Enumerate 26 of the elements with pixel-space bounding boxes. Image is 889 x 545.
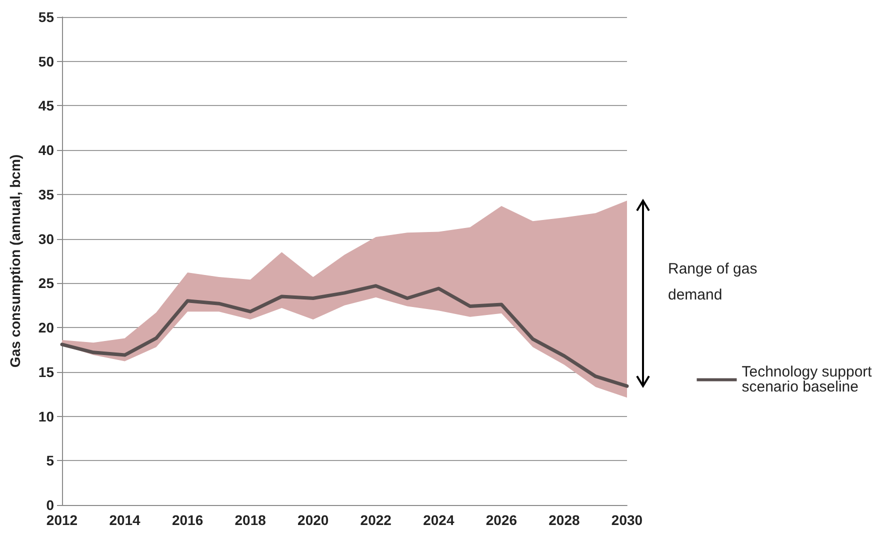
y-tick-label: 20	[38, 320, 54, 336]
text: Range of gas demand	[668, 260, 762, 304]
y-tick-label: 25	[38, 275, 54, 292]
x-tick-label: 2022	[360, 512, 392, 528]
x-tick-label: 2030	[611, 512, 643, 528]
x-tick-label: 2026	[486, 512, 518, 528]
y-tick-label: 35	[38, 186, 54, 202]
x-tick-label: 2014	[109, 512, 141, 528]
x-tick-label: 2024	[423, 512, 454, 528]
x-tick-label: 2020	[298, 512, 329, 528]
y-axis-title: Gas consumption (annual, bcm)	[7, 154, 23, 368]
y-tick-label: 50	[38, 53, 54, 70]
x-tick-label: 2016	[172, 512, 204, 528]
y-tick-label: 0	[46, 497, 54, 513]
y-tick-label: 15	[38, 364, 54, 380]
y-tick-label: 10	[38, 408, 54, 424]
y-tick-label: 45	[38, 98, 54, 114]
y-tick-label: 5	[46, 452, 54, 469]
x-tick-label: 2028	[548, 512, 580, 528]
line-series	[60, 284, 629, 388]
y-tick-label: 30	[38, 230, 54, 247]
y-tick-label: 55	[38, 9, 54, 25]
x-tick-label: 2018	[234, 512, 266, 528]
legend-label: Technology support scenario baseline	[742, 364, 876, 396]
x-tick-label: 2012	[46, 512, 78, 528]
y-tick-label: 40	[38, 142, 54, 158]
